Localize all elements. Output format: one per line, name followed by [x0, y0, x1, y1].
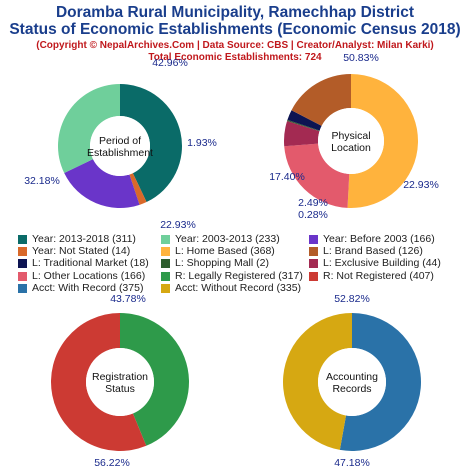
slice-percent-label: 0.28%	[298, 209, 328, 221]
slice-percent-label: 17.40%	[269, 171, 305, 183]
legend-swatch	[309, 247, 318, 257]
legend-label: L: Other Locations (166)	[32, 269, 146, 282]
legend-swatch	[309, 271, 318, 281]
legend-swatch	[18, 283, 27, 293]
copyright-note: (Copyright © NepalArchives.Com | Data So…	[36, 40, 434, 51]
donut-hole	[318, 108, 384, 174]
donut-slice	[120, 84, 182, 203]
slice-percent-label: 32.18%	[24, 175, 60, 187]
donut-center-label: Accounting	[326, 371, 378, 383]
legend-swatch	[18, 259, 27, 269]
donut-center-label: Records	[332, 383, 371, 395]
legend-label: L: Home Based (368)	[175, 245, 275, 258]
donut-slice	[284, 120, 320, 147]
slice-percent-label: 2.49%	[298, 197, 328, 209]
legend-label: L: Traditional Market (18)	[32, 257, 149, 270]
legend-swatch	[18, 271, 27, 281]
donut-hole	[86, 348, 154, 416]
slice-percent-label: 42.96%	[152, 57, 188, 69]
slice-percent-label: 52.82%	[334, 293, 370, 305]
legend-label: R: Not Registered (407)	[323, 269, 434, 282]
slice-percent-label: 56.22%	[94, 457, 130, 469]
legend-label: Year: 2003-2013 (233)	[175, 233, 280, 245]
legend-label: Acct: With Record (375)	[32, 281, 144, 294]
donut-slice	[120, 313, 190, 446]
chart-title-line1: Doramba Rural Municipality, Ramechhap Di…	[55, 4, 414, 21]
legend-swatch	[161, 235, 170, 244]
donut-center-label: Location	[331, 142, 371, 154]
legend-label: R: Legally Registered (317)	[175, 269, 303, 282]
donut-center-label: Establishment	[87, 147, 153, 159]
donut-slice	[291, 74, 351, 126]
donut-slice	[287, 119, 320, 132]
legend-label: L: Brand Based (126)	[323, 245, 423, 258]
donut-center-label: Period of	[99, 135, 141, 147]
legend-label: Acct: Without Record (335)	[175, 281, 302, 294]
legend-swatch	[161, 247, 170, 257]
donut-center-label: Status	[105, 383, 135, 395]
slice-percent-label: 22.93%	[403, 179, 439, 191]
total-establishments: Total Economic Establishments: 724	[148, 52, 322, 63]
donut-center-label: Physical	[331, 130, 370, 142]
legend-swatch	[18, 247, 27, 257]
donut-slice	[64, 159, 140, 208]
donut-hole	[318, 348, 386, 416]
legend-swatch	[309, 235, 318, 244]
donut-slice	[284, 143, 350, 208]
legend-label: L: Shopping Mall (2)	[175, 257, 269, 270]
donut-center-label: Registration	[92, 371, 148, 383]
legend-swatch	[309, 259, 318, 269]
legend-swatch	[161, 271, 170, 281]
legend-swatch	[161, 259, 170, 269]
donut-slice	[339, 313, 421, 451]
slice-percent-label: 43.78%	[110, 293, 146, 305]
donut-hole	[90, 116, 150, 176]
donut-slice	[282, 313, 352, 450]
slice-percent-label: 22.93%	[160, 219, 196, 231]
legend-label: Year: Before 2003 (166)	[323, 233, 435, 245]
slice-percent-label: 1.93%	[187, 137, 217, 149]
legend-swatch	[161, 283, 170, 293]
legend-label: Year: 2013-2018 (311)	[32, 233, 136, 245]
donut-slice	[347, 74, 418, 208]
legend-swatch	[18, 235, 27, 244]
legend-label: L: Exclusive Building (44)	[323, 257, 441, 270]
donut-slice	[58, 84, 120, 174]
legend-label: Year: Not Stated (14)	[32, 245, 131, 258]
chart-title-line2: Status of Economic Establishments (Econo…	[9, 21, 461, 38]
donut-slice	[287, 110, 322, 131]
slice-percent-label: 50.83%	[343, 52, 379, 64]
slice-percent-label: 47.18%	[334, 457, 370, 469]
donut-slice	[51, 313, 147, 451]
donut-slice	[129, 173, 147, 205]
